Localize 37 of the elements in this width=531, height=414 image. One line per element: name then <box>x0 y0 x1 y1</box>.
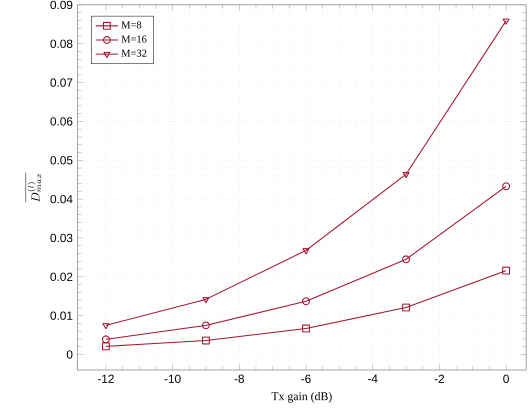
x-tick-label: -8 <box>234 374 244 383</box>
x-tick-label: -12 <box>98 374 114 383</box>
y-tick-label: 0.09 <box>50 0 72 9</box>
point <box>402 172 410 178</box>
point <box>502 18 510 25</box>
y-axis-title: $\overline{D^{(l)}_{max}}$ <box>26 172 42 202</box>
point <box>102 323 110 330</box>
legend-label: M=32 <box>122 50 146 57</box>
y-tick-label: 0.08 <box>50 39 72 48</box>
point <box>502 266 510 274</box>
x-tick-label: -2 <box>434 374 444 383</box>
y-tick-label: 0 <box>66 350 72 359</box>
point <box>102 335 110 344</box>
point <box>502 182 510 190</box>
x-tick-label: -4 <box>368 374 378 383</box>
point <box>202 336 210 344</box>
legend-label: M=8 <box>122 21 142 28</box>
y-tick-label: 0.07 <box>50 78 72 87</box>
point <box>302 248 310 254</box>
y-tick-label: 0.04 <box>50 194 73 204</box>
y-tick-label: 0.03 <box>50 234 72 242</box>
point <box>202 321 210 330</box>
x-axis-title: Tx gain (dB) <box>272 392 332 403</box>
x-tick-label: -6 <box>301 374 311 383</box>
point <box>102 342 110 350</box>
y-tick-label: 0.06 <box>50 117 72 126</box>
legend-label: M=16 <box>122 35 147 42</box>
point <box>402 303 410 312</box>
y-tick-label: 0.05 <box>50 156 72 164</box>
y-tick-label: 0.01 <box>50 311 72 320</box>
point <box>402 255 410 264</box>
point <box>302 297 310 306</box>
y-tick-label: 0.02 <box>50 272 72 281</box>
x-tick-label: 0 <box>503 374 509 383</box>
x-tick-label: -10 <box>164 374 181 383</box>
point <box>202 297 210 304</box>
point <box>302 324 310 332</box>
